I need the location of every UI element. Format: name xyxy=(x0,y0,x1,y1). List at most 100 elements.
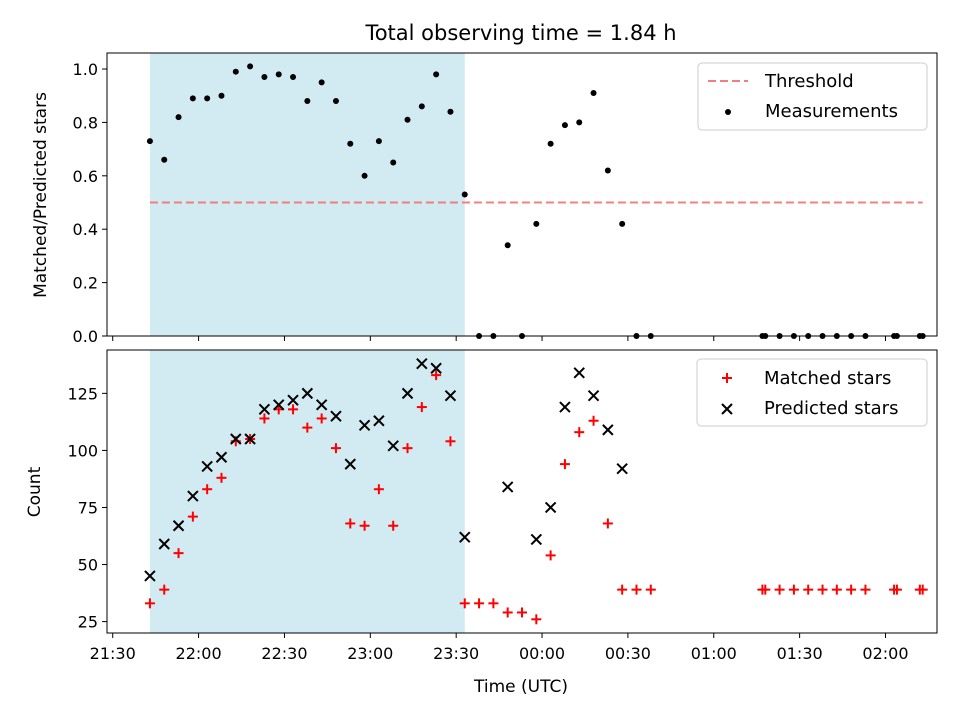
predicted-star-point xyxy=(416,357,428,370)
measurement-point xyxy=(361,172,368,179)
predicted-star-point xyxy=(430,362,442,374)
measurement-point xyxy=(418,103,425,110)
matched-star-point xyxy=(803,584,814,595)
measurement-point xyxy=(619,220,626,227)
measurement-point xyxy=(247,63,254,70)
predicted-star-point xyxy=(501,481,514,493)
predicted-star-point xyxy=(444,389,457,402)
matched-star-point xyxy=(144,598,155,609)
predicted-star-point xyxy=(315,399,328,411)
measurement-point xyxy=(461,191,468,198)
matched-star-point xyxy=(259,413,270,424)
x-axis-label: Time (UTC) xyxy=(473,677,568,697)
bottom-x-tick-label: 21:30 xyxy=(90,644,136,663)
predicted-star-point xyxy=(330,410,342,422)
legend-matched-swatch xyxy=(722,373,732,383)
measurement-point xyxy=(604,167,611,174)
predicted-star-point xyxy=(344,458,356,470)
matched-star-point xyxy=(545,550,556,561)
matched-star-point xyxy=(316,413,327,424)
top-y-tick-label: 0.6 xyxy=(73,167,98,186)
predicted-star-point xyxy=(401,387,414,400)
top-y-tick-label: 0.2 xyxy=(73,274,98,293)
matched-star-point xyxy=(559,459,570,470)
bottom-x-tick-label: 23:30 xyxy=(433,644,479,663)
measurement-point xyxy=(547,140,554,147)
matched-star-point xyxy=(817,584,828,595)
bottom-panel: 21:30 22:00 22:30 23:00 23:30 00:00 00:30 01:00… xyxy=(67,349,938,663)
predicted-star-point xyxy=(287,394,299,406)
measurement-point xyxy=(261,74,268,81)
matched-star-point xyxy=(402,443,413,454)
bottom-x-tick-label: 23:00 xyxy=(347,644,393,663)
matched-star-point xyxy=(846,584,857,595)
measurement-point xyxy=(318,79,325,86)
bottom-x-tick-label: 01:30 xyxy=(777,644,823,663)
matched-star-point xyxy=(416,402,427,413)
matched-star-point xyxy=(774,584,785,595)
matched-star-point xyxy=(617,584,628,595)
top-y-tick-label: 1.0 xyxy=(73,60,98,79)
matched-star-point xyxy=(431,370,442,381)
matched-star-point xyxy=(445,436,456,447)
matched-star-point xyxy=(917,584,928,595)
top-y-tick-label: 0.8 xyxy=(73,113,98,132)
measurement-point xyxy=(347,140,354,147)
top-axes-frame xyxy=(106,52,938,337)
matched-star-point xyxy=(216,472,227,483)
predicted-star-point xyxy=(373,415,385,427)
measurement-point xyxy=(290,74,297,81)
bottom-axes-frame xyxy=(106,349,938,634)
predicted-star-point xyxy=(187,490,199,502)
chart-title: Total observing time = 1.84 h xyxy=(364,21,676,45)
predicted-star-point xyxy=(559,401,571,413)
matched-star-point xyxy=(502,607,513,618)
measurement-point xyxy=(232,68,239,75)
predicted-star-point xyxy=(172,520,185,532)
matched-star-point xyxy=(645,584,656,595)
measurement-point xyxy=(404,116,411,123)
predicted-star-point xyxy=(530,533,543,546)
measurement-point xyxy=(390,159,397,166)
predicted-star-point xyxy=(215,451,228,463)
top-legend-box xyxy=(697,62,928,131)
legend-predicted-swatch xyxy=(721,403,733,415)
measurement-point xyxy=(189,95,196,102)
measurement-point xyxy=(275,71,282,78)
bottom-y-tick-label: 75 xyxy=(78,498,98,517)
bottom-y-axis-label: Count xyxy=(25,466,45,517)
predicted-star-point xyxy=(387,440,399,452)
measurement-point xyxy=(304,98,311,105)
matched-star-point xyxy=(330,443,341,454)
predicted-star-point xyxy=(258,403,271,416)
legend-measurement-label: Measurements xyxy=(765,101,898,122)
measurement-point xyxy=(590,90,597,97)
matched-star-point xyxy=(517,607,527,618)
matched-star-point xyxy=(891,584,902,595)
measurement-point xyxy=(375,138,382,145)
top-observing-window xyxy=(149,53,465,336)
bottom-y-tick-label: 100 xyxy=(67,441,98,460)
predicted-star-point xyxy=(230,433,242,445)
predicted-star-point xyxy=(244,433,256,445)
measurement-point xyxy=(146,138,153,145)
predicted-star-point xyxy=(587,389,600,402)
legend-measurement-swatch xyxy=(725,109,731,115)
bottom-x-tick-label: 00:00 xyxy=(519,644,565,663)
legend-matched-label: Matched stars xyxy=(764,368,891,389)
matched-star-point xyxy=(288,404,299,415)
bottom-x-tick-label: 00:30 xyxy=(605,644,651,663)
matched-star-point xyxy=(531,614,542,625)
matched-star-point xyxy=(187,511,198,522)
bottom-x-tick-label: 02:00 xyxy=(862,644,908,663)
matched-star-point xyxy=(302,422,313,433)
legend-threshold-label: Threshold xyxy=(764,71,854,92)
top-y-axis-label: Matched/Predicted stars xyxy=(31,92,51,298)
bottom-x-tick-label: 22:30 xyxy=(261,644,307,663)
predicted-star-point xyxy=(616,462,628,475)
predicted-star-point xyxy=(459,531,471,543)
matched-star-point xyxy=(159,584,170,595)
top-y-tick-label: 0.4 xyxy=(73,220,98,239)
measurement-point xyxy=(533,220,540,227)
predicted-star-point xyxy=(201,460,213,473)
